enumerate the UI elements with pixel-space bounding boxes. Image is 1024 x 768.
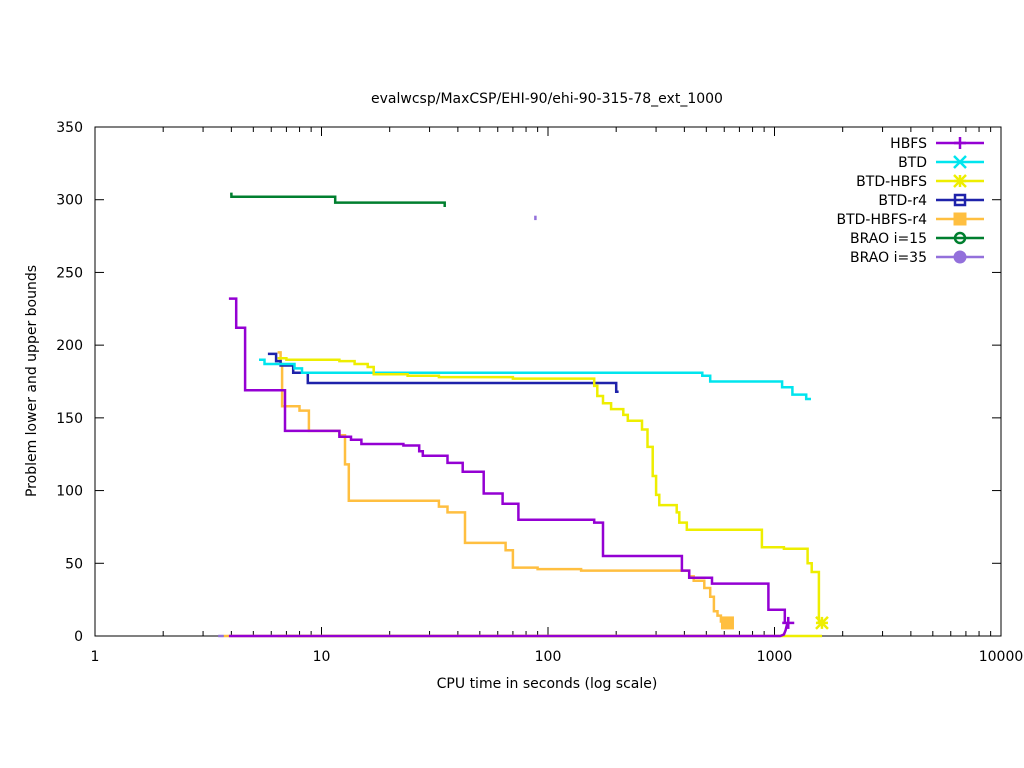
x-tick-label: 100 — [535, 649, 562, 665]
legend-marker-hbfs — [954, 137, 966, 149]
legend-marker-btd-hbfs — [953, 174, 967, 188]
series-btd-upper — [259, 358, 811, 401]
legend-label-btd-hbfs-r4: BTD-HBFS-r4 — [836, 212, 927, 228]
y-tick-label: 50 — [65, 556, 83, 572]
legend-marker-brao-i-35 — [953, 250, 967, 264]
y-tick-label: 200 — [56, 338, 83, 354]
x-tick-label: 10 — [313, 649, 331, 665]
y-tick-label: 250 — [56, 265, 83, 281]
series-btd-hbfs-upper — [277, 356, 822, 625]
y-tick-label: 150 — [56, 411, 83, 427]
series-btd-r4-upper — [267, 352, 619, 393]
legend: HBFS BTD BTD-HBFS BTD-r4 BTD-HBFS-r4 BRAO i=1… — [836, 136, 984, 266]
series-btd-hbfs-r4-upper — [277, 351, 728, 623]
x-axis-label: CPU time in seconds (log scale) — [437, 676, 658, 692]
legend-marker-btd — [953, 155, 967, 169]
legend-label-btd-r4: BTD-r4 — [878, 193, 927, 209]
legend-label-brao-i-15: BRAO i=15 — [850, 231, 927, 247]
series-hbfs-marker — [782, 616, 795, 629]
legend-label-brao-i-35: BRAO i=35 — [850, 250, 927, 266]
legend-marker-btd-hbfs-r4 — [953, 212, 967, 226]
y-axis-label: Problem lower and upper bounds — [24, 265, 40, 497]
plot-frame — [94, 126, 1002, 637]
x-tick-label: 10000 — [979, 649, 1024, 665]
y-tick-label: 100 — [56, 484, 83, 500]
series-btd-hbfs-marker — [815, 616, 829, 630]
legend-label-hbfs: HBFS — [890, 136, 927, 152]
series-hbfs-upper — [228, 297, 787, 623]
chart-title: evalwcsp/MaxCSP/EHI-90/ehi-90-315-78_ext… — [371, 91, 723, 107]
series-hbfs-lower — [228, 622, 789, 638]
y-tick-label: 300 — [56, 193, 83, 209]
legend-marker-brao-i-15 — [953, 231, 967, 245]
series-brao-i-15-upper — [230, 192, 446, 207]
plot-area — [218, 192, 829, 638]
y-tick-label: 350 — [56, 120, 83, 136]
series-btd-hbfs-r4-marker — [720, 616, 734, 630]
y-tick-label: 0 — [74, 629, 83, 645]
axes: 0 50 100 150 200 250 300 350 1 10 100 1000 10000 — [56, 120, 1023, 665]
legend-label-btd: BTD — [898, 155, 927, 171]
legend-marker-btd-r4 — [953, 193, 967, 207]
x-tick-label: 1000 — [757, 649, 793, 665]
legend-label-btd-hbfs: BTD-HBFS — [856, 174, 927, 190]
x-tick-label: 1 — [91, 649, 100, 665]
